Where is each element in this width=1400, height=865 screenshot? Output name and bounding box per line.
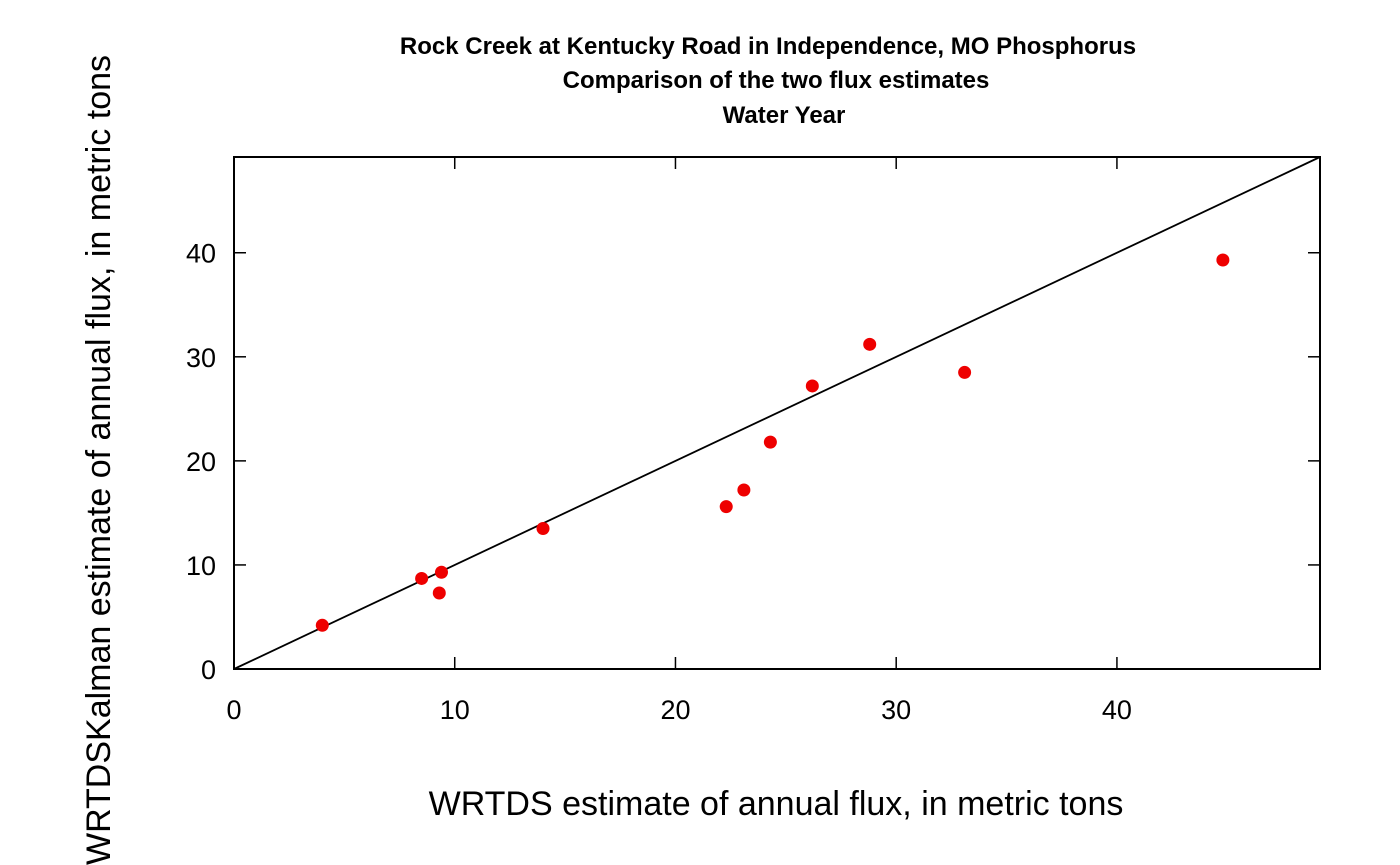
data-point	[737, 483, 751, 497]
x-tick-label: 20	[660, 695, 690, 725]
data-point	[958, 365, 972, 379]
x-tick-label: 40	[1102, 695, 1132, 725]
chart-title-line-2: Comparison of the two flux estimates	[563, 67, 990, 94]
y-tick-label: 40	[186, 239, 216, 269]
data-point	[315, 618, 329, 632]
y-tick-label: 30	[186, 343, 216, 373]
chart-title: Rock Creek at Kentucky Road in Independe…	[400, 33, 1136, 129]
y-tick-label: 0	[201, 655, 216, 685]
y-tick-label: 20	[186, 447, 216, 477]
plot-frame	[233, 156, 1321, 670]
x-axis-ticks: 0 10 20 30 40	[226, 157, 1132, 725]
plot-area: 0 10 20 30 40 0 10 20 30 40	[186, 156, 1321, 725]
data-points	[315, 253, 1230, 632]
data-point	[1216, 253, 1230, 267]
data-point	[432, 586, 446, 600]
x-tick-label: 0	[226, 695, 241, 725]
data-point	[763, 435, 777, 449]
x-tick-label: 30	[881, 695, 911, 725]
data-point	[415, 571, 429, 585]
one-to-one-reference-line	[233, 156, 1321, 670]
chart-title-line-1: Rock Creek at Kentucky Road in Independe…	[400, 33, 1136, 60]
y-axis-ticks: 0 10 20 30 40	[186, 239, 1320, 685]
data-point	[719, 500, 733, 514]
y-axis-label: WRTDSKalman estimate of annual flux, in …	[80, 55, 118, 865]
x-tick-label: 10	[440, 695, 470, 725]
x-axis-label: WRTDS estimate of annual flux, in metric…	[429, 785, 1124, 823]
data-point	[434, 565, 448, 579]
chart-title-line-3: Water Year	[723, 102, 846, 129]
y-tick-label: 10	[186, 551, 216, 581]
data-point	[863, 337, 877, 351]
data-point	[805, 379, 819, 393]
data-point	[536, 522, 550, 536]
